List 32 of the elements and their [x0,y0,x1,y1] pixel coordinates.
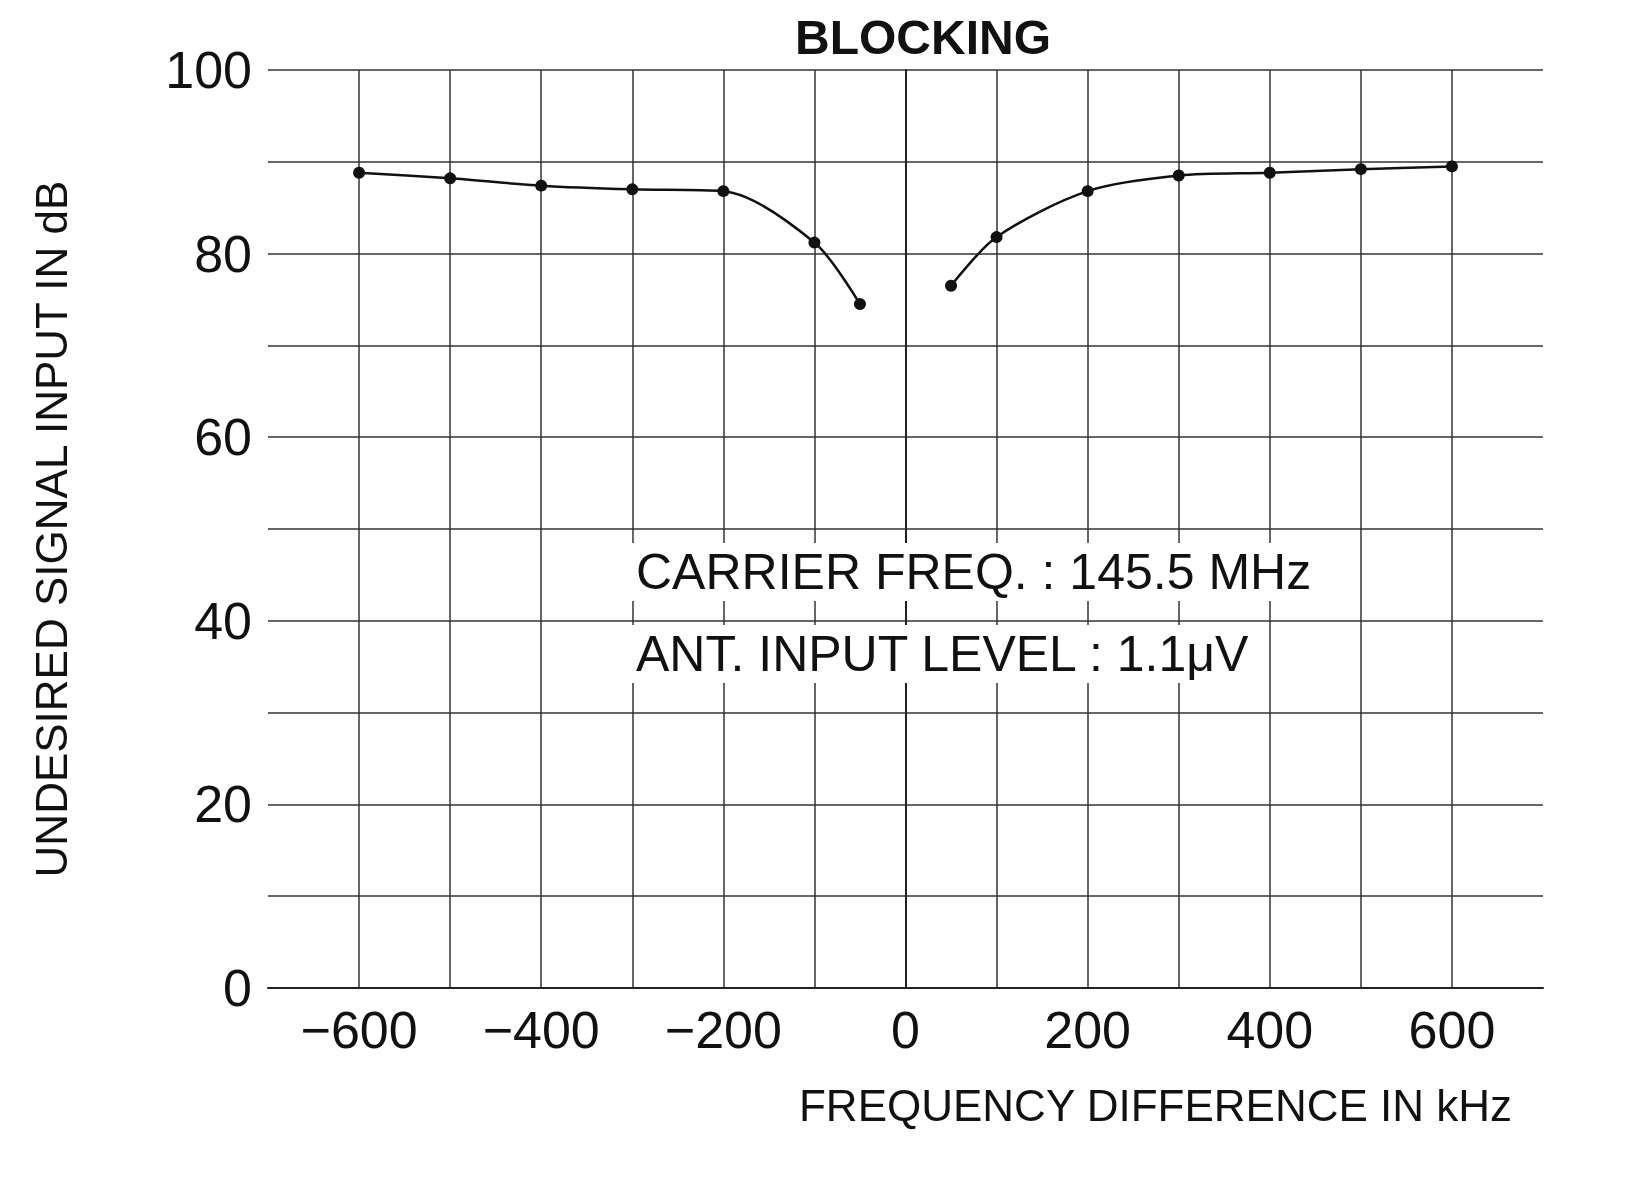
x-tick-label: 400 [1226,1001,1314,1059]
x-tick-label: −400 [482,1001,600,1059]
point [808,236,821,249]
x-tick-label: −200 [664,1001,782,1059]
point [1172,169,1185,182]
y-tick-label: 60 [194,408,252,467]
annotation: ANT. INPUT LEVEL : 1.1μV [636,626,1250,682]
point [1445,160,1458,173]
x-axis-title: FREQUENCY DIFFERENCE IN kHz [798,1080,1513,1130]
point [1081,185,1094,198]
annotation: CARRIER FREQ. : 145.5 MHz [636,544,1312,600]
y-axis-title: UNDESIRED SIGNAL INPUT IN dB [26,180,76,878]
x-tick-label: 200 [1044,1001,1132,1059]
point [353,166,366,179]
point [535,179,548,192]
x-tick-label: −600 [300,1001,418,1059]
chart-title: BLOCKING [795,10,1051,64]
y-tick-label: 100 [165,41,252,99]
y-tick-label: 0 [223,959,252,1017]
point [717,185,730,198]
x-tick-label: 0 [891,1001,920,1059]
y-tick-label: 40 [194,591,252,650]
y-tick-label: 20 [194,775,252,834]
point [945,279,958,292]
point [626,183,639,196]
point [444,172,457,185]
point [990,231,1003,244]
point [1263,166,1276,179]
x-tick-label: 600 [1408,1001,1496,1059]
point [1354,163,1367,176]
y-tick-label: 80 [194,224,252,283]
point [853,298,866,311]
